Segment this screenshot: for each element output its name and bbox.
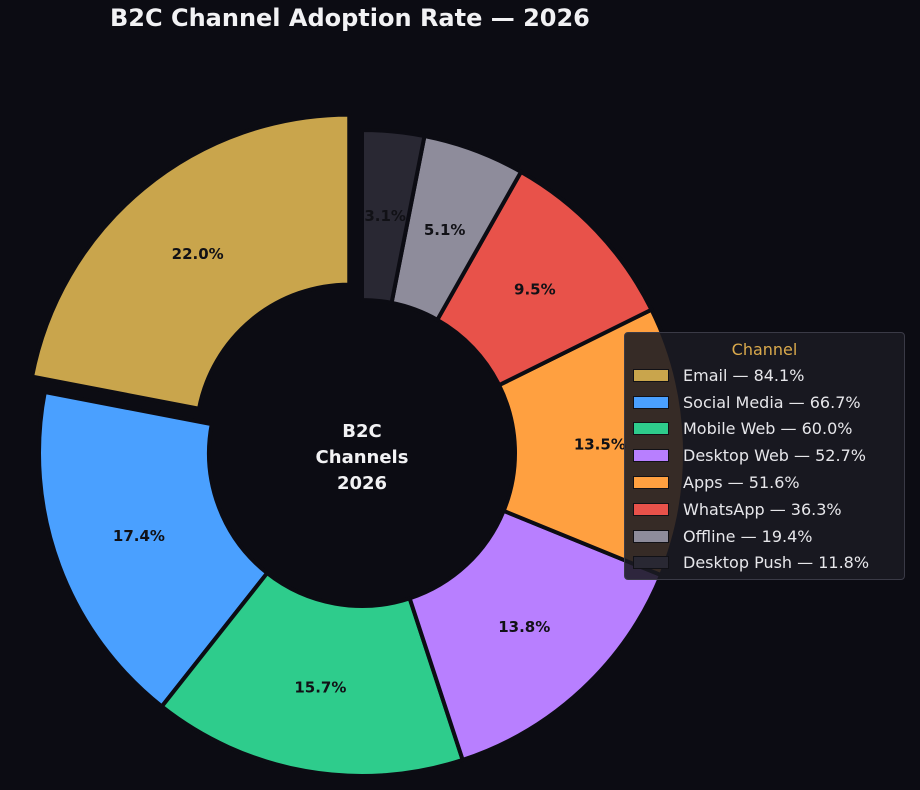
slice-label-desktop-push: 3.1% bbox=[364, 207, 406, 225]
legend-title: Channel bbox=[731, 340, 798, 359]
slice-label-offline: 5.1% bbox=[424, 221, 466, 239]
chart-title: B2C Channel Adoption Rate — 2026 bbox=[110, 4, 590, 32]
legend-label: Apps — 51.6% bbox=[683, 473, 800, 493]
legend-item-whatsapp: WhatsApp — 36.3% bbox=[633, 496, 896, 523]
legend-item-email: Email — 84.1% bbox=[633, 362, 896, 389]
legend-label: Email — 84.1% bbox=[683, 365, 805, 385]
slice-label-whatsapp: 9.5% bbox=[514, 280, 556, 298]
legend: Channel Email — 84.1% Social Media — 66.7… bbox=[624, 332, 905, 580]
legend-swatch bbox=[633, 449, 669, 463]
legend-swatch bbox=[633, 395, 669, 409]
center-label-line-1: B2C bbox=[342, 421, 381, 442]
legend-label: Desktop Push — 11.8% bbox=[683, 553, 870, 573]
center-label-line-2: Channels bbox=[316, 447, 409, 468]
slice-label-social-media: 17.4% bbox=[113, 527, 165, 545]
slice-social-media bbox=[37, 390, 270, 709]
legend-item-desktop-web: Desktop Web — 52.7% bbox=[633, 442, 896, 469]
legend-swatch bbox=[633, 368, 669, 382]
legend-label: Social Media — 66.7% bbox=[683, 392, 861, 412]
donut-center-label: B2C Channels 2026 bbox=[316, 421, 409, 494]
slice-label-apps: 13.5% bbox=[574, 435, 626, 453]
legend-items: Email — 84.1% Social Media — 66.7% Mobile … bbox=[633, 362, 896, 576]
legend-swatch bbox=[633, 556, 669, 570]
legend-label: WhatsApp — 36.3% bbox=[683, 499, 842, 519]
slice-label-email: 22.0% bbox=[172, 245, 224, 263]
slice-labels-layer: 22.0% 17.4% 15.7% 13.8% 13.5% 9.5% 5.1% 3.1% bbox=[113, 207, 626, 696]
legend-label: Desktop Web — 52.7% bbox=[683, 446, 866, 466]
legend-item-apps: Apps — 51.6% bbox=[633, 469, 896, 496]
legend-label: Mobile Web — 60.0% bbox=[683, 419, 853, 439]
legend-swatch bbox=[633, 502, 669, 516]
slice-mobile-web bbox=[159, 571, 465, 778]
legend-swatch bbox=[633, 476, 669, 490]
legend-item-social-media: Social Media — 66.7% bbox=[633, 389, 896, 416]
legend-swatch bbox=[633, 529, 669, 543]
legend-item-desktop-push: Desktop Push — 11.8% bbox=[633, 550, 896, 577]
slice-desktop-web bbox=[407, 508, 664, 762]
slice-desktop-push bbox=[360, 128, 427, 305]
slice-label-desktop-web: 13.8% bbox=[498, 618, 550, 636]
slice-email bbox=[30, 112, 352, 411]
legend-swatch bbox=[633, 422, 669, 436]
legend-item-offline: Offline — 19.4% bbox=[633, 523, 896, 550]
center-label-line-3: 2026 bbox=[337, 473, 387, 494]
legend-label: Offline — 19.4% bbox=[683, 526, 813, 546]
legend-item-mobile-web: Mobile Web — 60.0% bbox=[633, 416, 896, 443]
slice-label-mobile-web: 15.7% bbox=[294, 678, 346, 696]
